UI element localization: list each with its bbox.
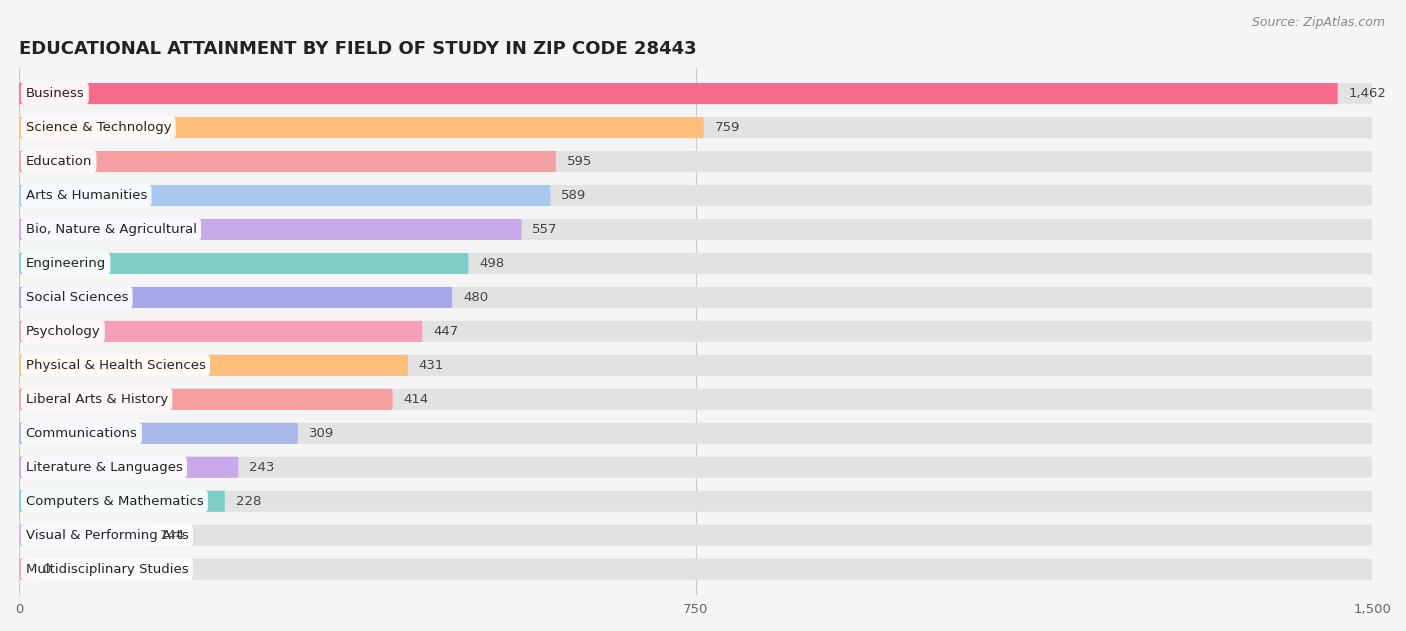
Text: Business: Business bbox=[25, 87, 84, 100]
FancyBboxPatch shape bbox=[20, 355, 408, 376]
FancyBboxPatch shape bbox=[20, 457, 239, 478]
Text: 431: 431 bbox=[419, 359, 444, 372]
Text: Multidisciplinary Studies: Multidisciplinary Studies bbox=[25, 563, 188, 575]
Text: 144: 144 bbox=[160, 529, 186, 542]
FancyBboxPatch shape bbox=[20, 185, 550, 206]
FancyBboxPatch shape bbox=[20, 287, 1372, 308]
Text: 414: 414 bbox=[404, 393, 429, 406]
FancyBboxPatch shape bbox=[20, 219, 522, 240]
Text: Science & Technology: Science & Technology bbox=[25, 121, 172, 134]
Text: 595: 595 bbox=[567, 155, 592, 168]
Text: 0: 0 bbox=[42, 563, 51, 575]
FancyBboxPatch shape bbox=[20, 83, 1372, 104]
Text: Physical & Health Sciences: Physical & Health Sciences bbox=[25, 359, 205, 372]
Text: 447: 447 bbox=[433, 325, 458, 338]
FancyBboxPatch shape bbox=[20, 525, 1372, 546]
FancyBboxPatch shape bbox=[20, 491, 1372, 512]
Text: 759: 759 bbox=[714, 121, 740, 134]
Text: 309: 309 bbox=[309, 427, 335, 440]
FancyBboxPatch shape bbox=[20, 117, 1372, 138]
FancyBboxPatch shape bbox=[20, 423, 298, 444]
FancyBboxPatch shape bbox=[20, 117, 704, 138]
FancyBboxPatch shape bbox=[20, 151, 1372, 172]
FancyBboxPatch shape bbox=[20, 287, 453, 308]
FancyBboxPatch shape bbox=[20, 558, 1372, 580]
Text: Literature & Languages: Literature & Languages bbox=[25, 461, 183, 474]
FancyBboxPatch shape bbox=[20, 558, 35, 580]
Text: 557: 557 bbox=[533, 223, 558, 236]
Text: 1,462: 1,462 bbox=[1348, 87, 1386, 100]
Text: Communications: Communications bbox=[25, 427, 138, 440]
Text: Psychology: Psychology bbox=[25, 325, 100, 338]
FancyBboxPatch shape bbox=[20, 185, 1372, 206]
FancyBboxPatch shape bbox=[20, 525, 149, 546]
FancyBboxPatch shape bbox=[20, 253, 468, 274]
FancyBboxPatch shape bbox=[20, 423, 1372, 444]
Text: 589: 589 bbox=[561, 189, 586, 202]
FancyBboxPatch shape bbox=[20, 457, 1372, 478]
Text: Education: Education bbox=[25, 155, 91, 168]
Text: 228: 228 bbox=[236, 495, 262, 508]
Text: Bio, Nature & Agricultural: Bio, Nature & Agricultural bbox=[25, 223, 197, 236]
FancyBboxPatch shape bbox=[20, 83, 1337, 104]
Text: Source: ZipAtlas.com: Source: ZipAtlas.com bbox=[1251, 16, 1385, 29]
Text: 498: 498 bbox=[479, 257, 505, 270]
FancyBboxPatch shape bbox=[20, 151, 555, 172]
Text: Social Sciences: Social Sciences bbox=[25, 291, 128, 304]
FancyBboxPatch shape bbox=[20, 389, 392, 410]
FancyBboxPatch shape bbox=[20, 253, 1372, 274]
Text: 243: 243 bbox=[249, 461, 274, 474]
FancyBboxPatch shape bbox=[20, 389, 1372, 410]
Text: Liberal Arts & History: Liberal Arts & History bbox=[25, 393, 167, 406]
Text: 480: 480 bbox=[463, 291, 488, 304]
FancyBboxPatch shape bbox=[20, 219, 1372, 240]
Text: Arts & Humanities: Arts & Humanities bbox=[25, 189, 146, 202]
FancyBboxPatch shape bbox=[20, 321, 422, 342]
Text: Computers & Mathematics: Computers & Mathematics bbox=[25, 495, 204, 508]
FancyBboxPatch shape bbox=[20, 321, 1372, 342]
FancyBboxPatch shape bbox=[20, 491, 225, 512]
FancyBboxPatch shape bbox=[20, 355, 1372, 376]
Text: EDUCATIONAL ATTAINMENT BY FIELD OF STUDY IN ZIP CODE 28443: EDUCATIONAL ATTAINMENT BY FIELD OF STUDY… bbox=[20, 40, 697, 58]
Text: Visual & Performing Arts: Visual & Performing Arts bbox=[25, 529, 188, 542]
Text: Engineering: Engineering bbox=[25, 257, 105, 270]
